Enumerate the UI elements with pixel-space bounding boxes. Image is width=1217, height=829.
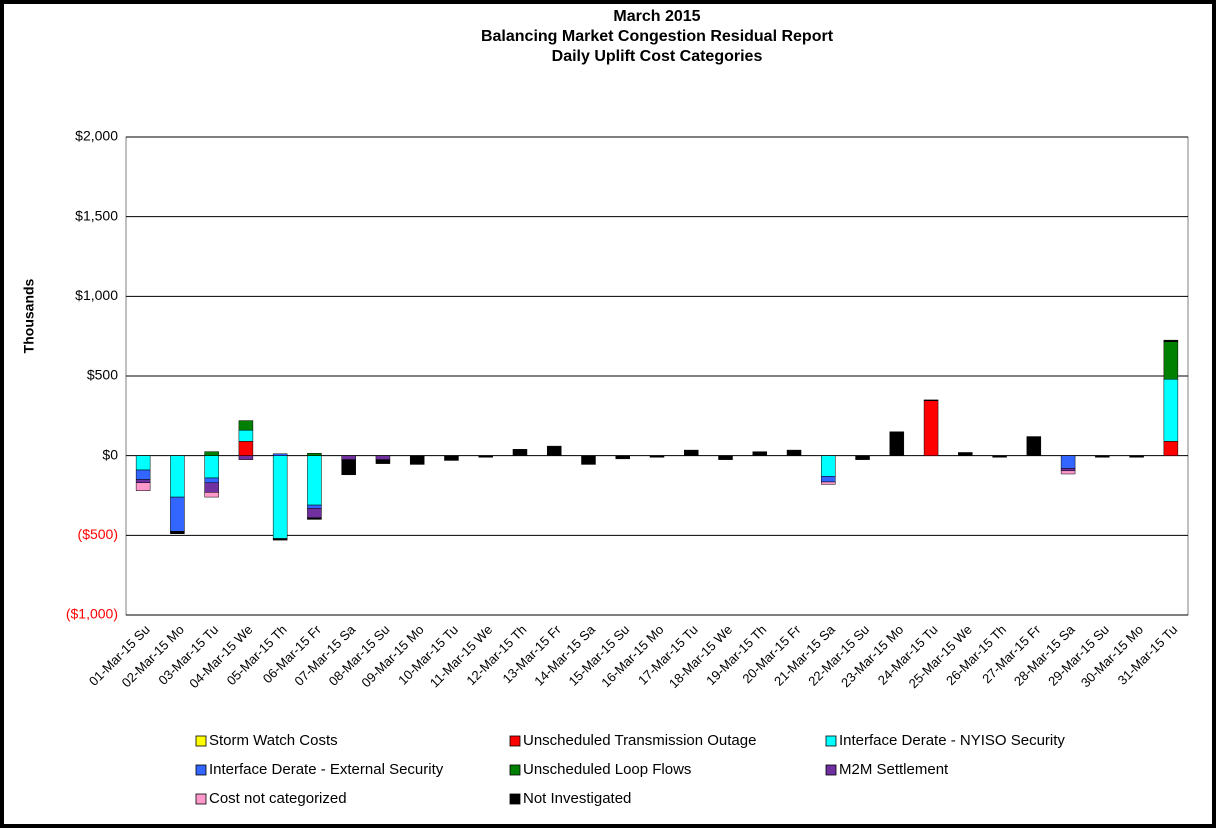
- bar-segment: [718, 455, 733, 460]
- bar-segment: [272, 455, 288, 539]
- chart-title: Balancing Market Congestion Residual Rep…: [481, 28, 834, 45]
- bar-segment: [684, 449, 699, 456]
- bar-segment: [238, 455, 254, 460]
- bar-segment: [752, 451, 768, 456]
- legend-label: Interface Derate - NYISO Security: [839, 732, 1065, 749]
- bar-segment: [204, 477, 219, 484]
- chart-title: March 2015: [613, 8, 700, 25]
- legend-label: Cost not categorized: [209, 790, 347, 807]
- bar-segment: [992, 455, 1007, 458]
- legend-label: Unscheduled Transmission Outage: [523, 732, 756, 749]
- bar-segment: [204, 482, 219, 493]
- bar-segment: [786, 449, 802, 456]
- legend-swatch: [509, 764, 521, 776]
- y-tick-label: $2,000: [75, 128, 118, 144]
- bar-segment: [1163, 339, 1179, 342]
- bar-segment: [135, 469, 151, 480]
- bar-segment: [581, 455, 596, 465]
- bar-segment: [1060, 455, 1076, 469]
- bar-segment: [444, 455, 459, 461]
- chart-title: Daily Uplift Cost Categories: [552, 48, 763, 65]
- bar-segment: [307, 517, 322, 520]
- legend-swatch: [825, 764, 837, 776]
- bar-segment: [135, 482, 151, 491]
- bar-segment: [1163, 441, 1179, 456]
- bar-segment: [341, 455, 356, 460]
- bar-segment: [889, 431, 905, 456]
- bar-segment: [238, 441, 254, 456]
- bar-segment: [170, 531, 185, 534]
- bar-segment: [923, 400, 939, 456]
- bar-segment: [821, 455, 836, 477]
- bar-segment: [238, 429, 254, 442]
- legend-swatch: [195, 735, 207, 747]
- legend-label: Not Investigated: [523, 790, 631, 807]
- bar-segment: [307, 504, 322, 509]
- bar-segment: [923, 399, 939, 401]
- bar-segment: [821, 481, 836, 485]
- bar-segment: [409, 455, 425, 465]
- bar-segment: [1095, 455, 1110, 458]
- bar-segment: [1129, 455, 1144, 458]
- bar-segment: [170, 496, 185, 532]
- bar-segment: [341, 459, 356, 476]
- bar-segment: [307, 507, 322, 519]
- legend-label: M2M Settlement: [839, 761, 949, 778]
- bar-segment: [512, 449, 528, 456]
- legend-label: Storm Watch Costs: [209, 732, 338, 749]
- y-tick-label: $0: [102, 446, 118, 462]
- legend-swatch: [509, 793, 521, 805]
- bar-segment: [135, 479, 151, 484]
- bar-segment: [272, 538, 288, 541]
- bar-segment: [375, 459, 391, 464]
- bar-segment: [1163, 378, 1179, 442]
- legend-swatch: [825, 735, 837, 747]
- y-axis-label: Thousands: [21, 278, 37, 353]
- bar-segment: [375, 455, 391, 460]
- y-tick-label: ($1,000): [66, 606, 118, 622]
- legend-label: Interface Derate - External Security: [209, 761, 444, 778]
- bar-segment: [204, 492, 219, 498]
- y-tick-label: ($500): [78, 526, 118, 542]
- bar-segment: [821, 476, 836, 483]
- legend-swatch: [195, 793, 207, 805]
- bar-segment: [307, 453, 322, 456]
- bar-segment: [958, 452, 973, 456]
- legend-swatch: [509, 735, 521, 747]
- y-tick-label: $1,000: [75, 287, 118, 303]
- bar-segment: [1060, 470, 1076, 475]
- legend-label: Unscheduled Loop Flows: [523, 761, 691, 778]
- bar-segment: [272, 453, 288, 456]
- bar-segment: [649, 455, 665, 458]
- bar-segment: [204, 451, 219, 456]
- y-tick-label: $500: [87, 367, 118, 383]
- bar-segment: [615, 455, 630, 460]
- legend-swatch: [195, 764, 207, 776]
- bar-segment: [1163, 341, 1179, 380]
- bar-segment: [546, 445, 562, 456]
- bar-segment: [1060, 468, 1076, 472]
- bar-segment: [855, 455, 870, 460]
- bar-segment: [238, 420, 254, 431]
- y-tick-label: $1,500: [75, 207, 118, 223]
- bar-segment: [204, 455, 219, 479]
- bar-segment: [307, 455, 322, 506]
- bar-segment: [1026, 436, 1042, 456]
- bar-segment: [135, 455, 151, 471]
- bar-segment: [478, 455, 493, 458]
- bar-segment: [170, 455, 185, 498]
